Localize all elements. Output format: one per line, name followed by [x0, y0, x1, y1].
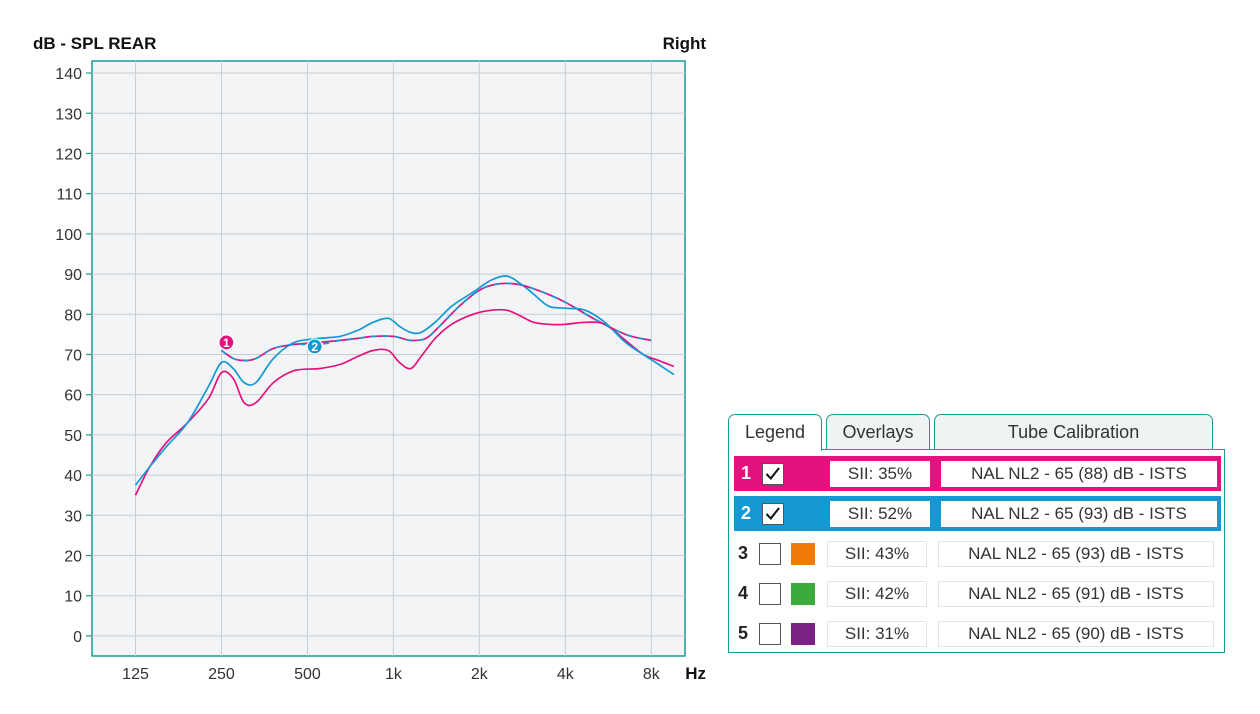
y-tick-label: 20: [64, 548, 82, 565]
y-tick-label: 90: [64, 267, 82, 284]
real-ear-chart: dB - SPL REAR Right 0 10 20 30 40 50 60 70 80 90 1…: [33, 34, 707, 683]
legend-body: 1 SII: 35% NAL NL2 - 65 (88) dB - ISTS 2 SII…: [728, 449, 1225, 653]
x-tick-label: 4k: [557, 666, 575, 683]
y-tick-label: 0: [73, 629, 82, 646]
tab-overlays[interactable]: Overlays: [826, 414, 930, 449]
y-tick-label: 70: [64, 347, 82, 364]
legend-row-number: 5: [738, 623, 749, 643]
target-description: NAL NL2 - 65 (90) dB - ISTS: [938, 620, 1214, 647]
y-tick-label: 50: [64, 428, 82, 445]
y-tick-label: 100: [55, 227, 82, 244]
y-tick-label: 10: [64, 589, 82, 606]
x-tick-label: 1k: [385, 666, 403, 683]
plot-area: [91, 60, 686, 657]
y-tick-label: 30: [64, 508, 82, 525]
target-description: NAL NL2 - 65 (93) dB - ISTS: [938, 540, 1214, 567]
curve-marker-dot: [306, 338, 323, 355]
x-axis-ticks: 125 250 500 1k 2k 4k 8k: [122, 666, 661, 683]
legend-row-4[interactable]: 4 SII: 42% NAL NL2 - 65 (91) dB - ISTS: [734, 576, 1221, 611]
x-tick-label: 250: [208, 666, 235, 683]
tab-legend[interactable]: Legend: [728, 414, 822, 451]
curve-marker-2: 2: [306, 338, 323, 355]
y-tick-label: 110: [56, 187, 82, 204]
chart-title: dB - SPL REAR: [33, 34, 156, 53]
x-tick-label: 500: [294, 666, 321, 683]
curve-marker-dot: [218, 334, 235, 351]
sii-value: SII: 52%: [830, 500, 930, 527]
legend-row-number: 2: [741, 503, 752, 523]
ear-side-label: Right: [663, 34, 707, 53]
target-line-2: [221, 282, 652, 362]
sii-value: SII: 35%: [830, 460, 930, 487]
curve-marker-1: 1: [218, 334, 235, 351]
y-axis-ticks: 0 10 20 30 40 50 60 70 80 90 100 110 120 130 140: [55, 66, 92, 646]
target-description: NAL NL2 - 65 (88) dB - ISTS: [941, 460, 1217, 487]
legend-panel: Legend Overlays Tube Calibration 1 SII: 3…: [727, 414, 1227, 654]
legend-row-checkbox[interactable]: [762, 462, 784, 485]
x-tick-label: 8k: [643, 666, 661, 683]
target-description: NAL NL2 - 65 (93) dB - ISTS: [941, 500, 1217, 527]
legend-row-checkbox[interactable]: [759, 542, 781, 565]
sii-value: SII: 42%: [827, 580, 927, 607]
x-tick-label: 125: [122, 666, 149, 683]
target-description: NAL NL2 - 65 (91) dB - ISTS: [938, 580, 1214, 607]
legend-row-2[interactable]: 2 SII: 52% NAL NL2 - 65 (93) dB - ISTS: [734, 496, 1221, 531]
sii-value: SII: 31%: [827, 620, 927, 647]
grid: [92, 61, 685, 656]
y-tick-label: 60: [64, 388, 82, 405]
series-line-1: [134, 308, 675, 496]
x-axis-label: Hz: [685, 664, 706, 683]
legend-row-number: 3: [738, 543, 749, 563]
legend-color-swatch: [791, 582, 815, 605]
y-tick-label: 80: [64, 307, 82, 324]
legend-row-1[interactable]: 1 SII: 35% NAL NL2 - 65 (88) dB - ISTS: [734, 456, 1221, 491]
curve-marker-label: 2: [311, 340, 318, 354]
legend-row-checkbox[interactable]: [759, 582, 781, 605]
legend-row-number: 4: [738, 583, 749, 603]
legend-row-checkbox[interactable]: [759, 622, 781, 645]
legend-row-5[interactable]: 5 SII: 31% NAL NL2 - 65 (90) dB - ISTS: [734, 616, 1221, 651]
y-tick-label: 140: [55, 66, 82, 83]
curve-marker-label: 1: [223, 336, 230, 350]
y-tick-label: 40: [64, 468, 82, 485]
legend-color-swatch: [791, 542, 815, 565]
legend-row-checkbox[interactable]: [762, 502, 784, 525]
tab-tube-calibration[interactable]: Tube Calibration: [934, 414, 1213, 449]
y-tick-label: 130: [55, 106, 82, 123]
sii-value: SII: 43%: [827, 540, 927, 567]
series-layer: [134, 275, 675, 496]
legend-row-number: 1: [741, 463, 752, 483]
x-tick-label: 2k: [471, 666, 489, 683]
legend-color-swatch: [791, 622, 815, 645]
y-tick-label: 120: [55, 146, 82, 163]
legend-row-3[interactable]: 3 SII: 43% NAL NL2 - 65 (93) dB - ISTS: [734, 536, 1221, 571]
